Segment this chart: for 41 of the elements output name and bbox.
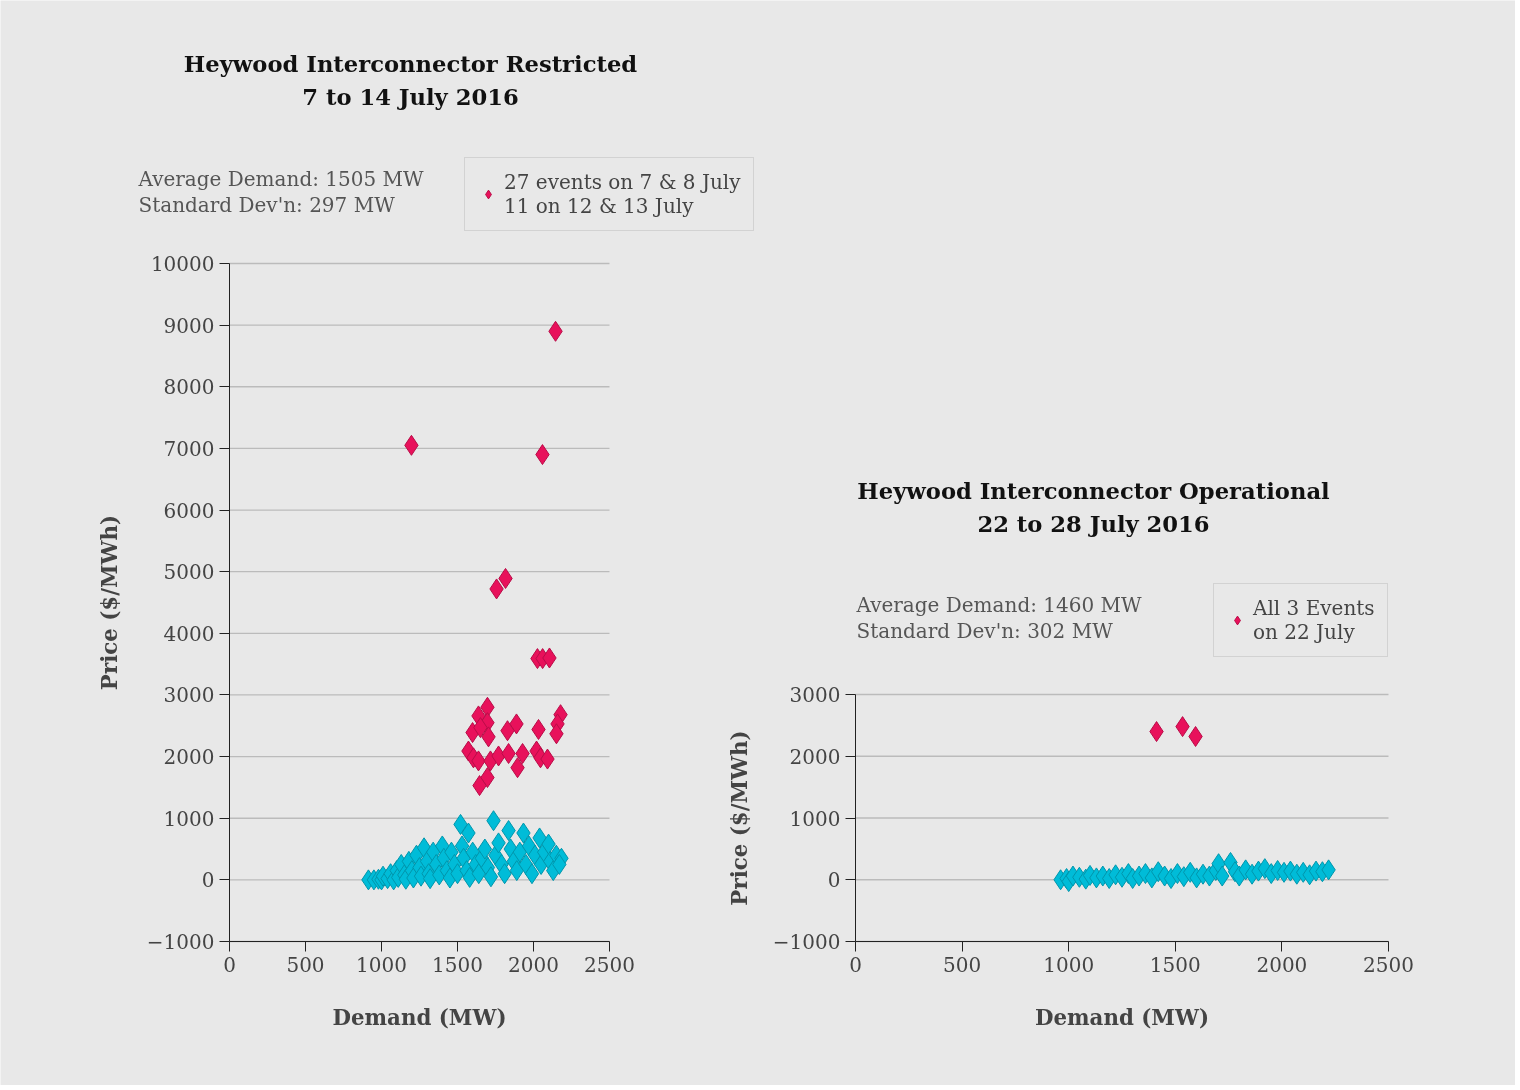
chart-title: Heywood Interconnector Restricted 7 to 14 July 2016	[183, 50, 638, 111]
y-tick-label: 6000	[163, 498, 215, 523]
y-tick-label: 0	[827, 868, 841, 893]
y-tick-label: 5000	[163, 560, 215, 585]
y-tick-label: 3000	[163, 683, 215, 708]
x-tick-label: 1500	[1149, 952, 1201, 977]
x-tick-label: 500	[286, 952, 325, 977]
x-axis-title: Demand (MW)	[332, 1004, 507, 1030]
legend-label: All 3 Events on 22 July	[1253, 596, 1375, 644]
y-tick-label: 2000	[163, 745, 215, 770]
y-axis-title: Price ($/MWh)	[96, 514, 122, 691]
x-tick-label: 1000	[356, 952, 407, 977]
text: Average Demand: 1505 MW	[137, 166, 425, 191]
x-axis-title: Demand (MW)	[1034, 1004, 1210, 1030]
x-tick-label: 2000	[1256, 952, 1308, 977]
y-tick-label: 2000	[789, 744, 841, 769]
x-tick-label: 0	[849, 952, 862, 977]
y-tick-label: 4000	[163, 621, 215, 646]
y-tick-label: 3000	[789, 683, 841, 707]
legend-label: 27 events on 7 & 8 July 11 on 12 & 13 July	[504, 170, 741, 218]
y-tick-label: 0	[201, 868, 215, 893]
x-tick-label: 1500	[432, 952, 483, 977]
text: Average Demand: 1460 MW	[855, 592, 1143, 617]
y-tick-label: 7000	[163, 436, 215, 461]
y-tick-label: −1000	[772, 930, 841, 954]
y-tick-label: 1000	[789, 806, 841, 831]
x-tick-label: 2500	[584, 952, 635, 977]
y-tick-label: 10000	[150, 252, 215, 276]
x-tick-label: 2500	[1363, 952, 1414, 977]
x-tick-label: 500	[943, 952, 982, 977]
x-tick-label: 0	[223, 952, 236, 977]
y-tick-label: 8000	[163, 375, 215, 400]
text: Standard Dev'n: 302 MW	[856, 618, 1114, 643]
y-tick-label: −1000	[146, 930, 215, 954]
x-tick-label: 1000	[1043, 952, 1095, 977]
y-tick-label: 9000	[163, 313, 215, 338]
x-tick-label: 2000	[508, 952, 559, 977]
y-tick-label: 1000	[163, 806, 215, 831]
text: Standard Dev'n: 297 MW	[138, 192, 396, 217]
chart-title: Heywood Interconnector Operational 22 to 28 July 2016	[857, 477, 1331, 538]
y-axis-title: Price ($/MWh)	[726, 730, 752, 906]
